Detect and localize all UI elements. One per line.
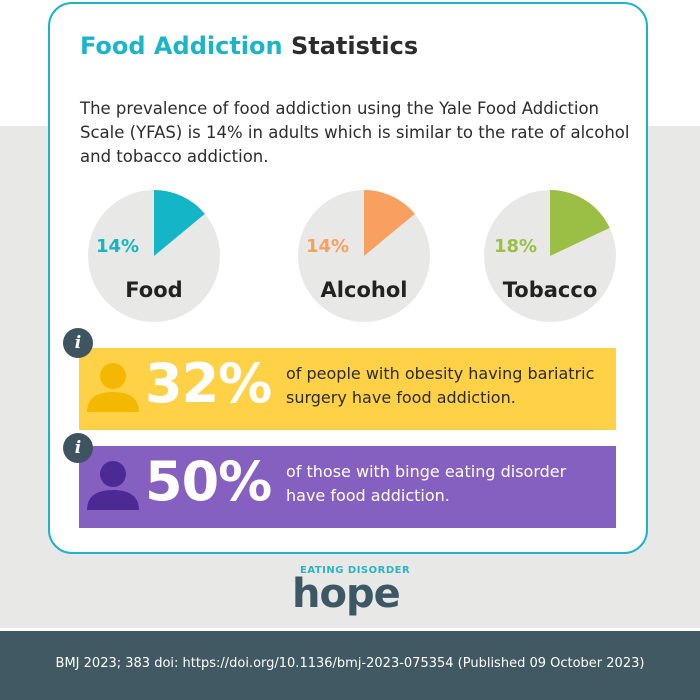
banner-bariatric-stat: 32% bbox=[145, 352, 272, 415]
banner-binge: 50% of those with binge eating disorder … bbox=[79, 446, 616, 528]
pie-tobacco-slice bbox=[550, 190, 610, 256]
pie-food-label: Food bbox=[125, 278, 183, 302]
title-rest: Statistics bbox=[290, 32, 419, 60]
banner-bariatric-text: of people with obesity having bariatric … bbox=[286, 364, 595, 407]
pie-food: 14% Food bbox=[84, 186, 224, 326]
person-icon bbox=[87, 461, 139, 510]
logo-main-text: hope bbox=[292, 571, 401, 617]
pie-food-slice bbox=[154, 190, 205, 256]
eating-disorder-hope-logo: EATING DISORDER hope bbox=[292, 565, 412, 617]
info-icon[interactable]: i bbox=[63, 433, 93, 463]
pie-alcohol-pct: 14% bbox=[306, 236, 350, 257]
citation-text: BMJ 2023; 383 doi: https://doi.org/10.11… bbox=[55, 656, 645, 671]
pie-tobacco-pct: 18% bbox=[494, 236, 538, 257]
footer: BMJ 2023; 383 doi: https://doi.org/10.11… bbox=[0, 631, 700, 700]
intro-text: The prevalence of food addiction using t… bbox=[80, 99, 630, 166]
pie-alcohol-slice bbox=[364, 190, 415, 256]
pie-alcohol: 14% Alcohol bbox=[294, 186, 434, 326]
person-icon bbox=[87, 363, 139, 412]
logo-small-text: EATING DISORDER bbox=[300, 565, 411, 576]
pie-alcohol-graphic bbox=[298, 190, 430, 322]
pie-tobacco-graphic bbox=[484, 190, 616, 322]
banner-binge-text: of those with binge eating disorder have… bbox=[286, 462, 567, 505]
pie-tobacco-label: Tobacco bbox=[502, 278, 598, 302]
page-title: Food Addiction Statistics bbox=[80, 32, 418, 60]
info-icon[interactable]: i bbox=[63, 328, 93, 358]
banner-binge-stat: 50% bbox=[145, 450, 272, 513]
title-accent: Food Addiction bbox=[80, 32, 283, 60]
pie-food-graphic bbox=[88, 190, 220, 322]
pie-food-pct: 14% bbox=[96, 236, 140, 257]
banner-bariatric: 32% of people with obesity having bariat… bbox=[79, 348, 616, 430]
pie-alcohol-label: Alcohol bbox=[320, 278, 408, 302]
pie-tobacco: 18% Tobacco bbox=[480, 186, 620, 326]
